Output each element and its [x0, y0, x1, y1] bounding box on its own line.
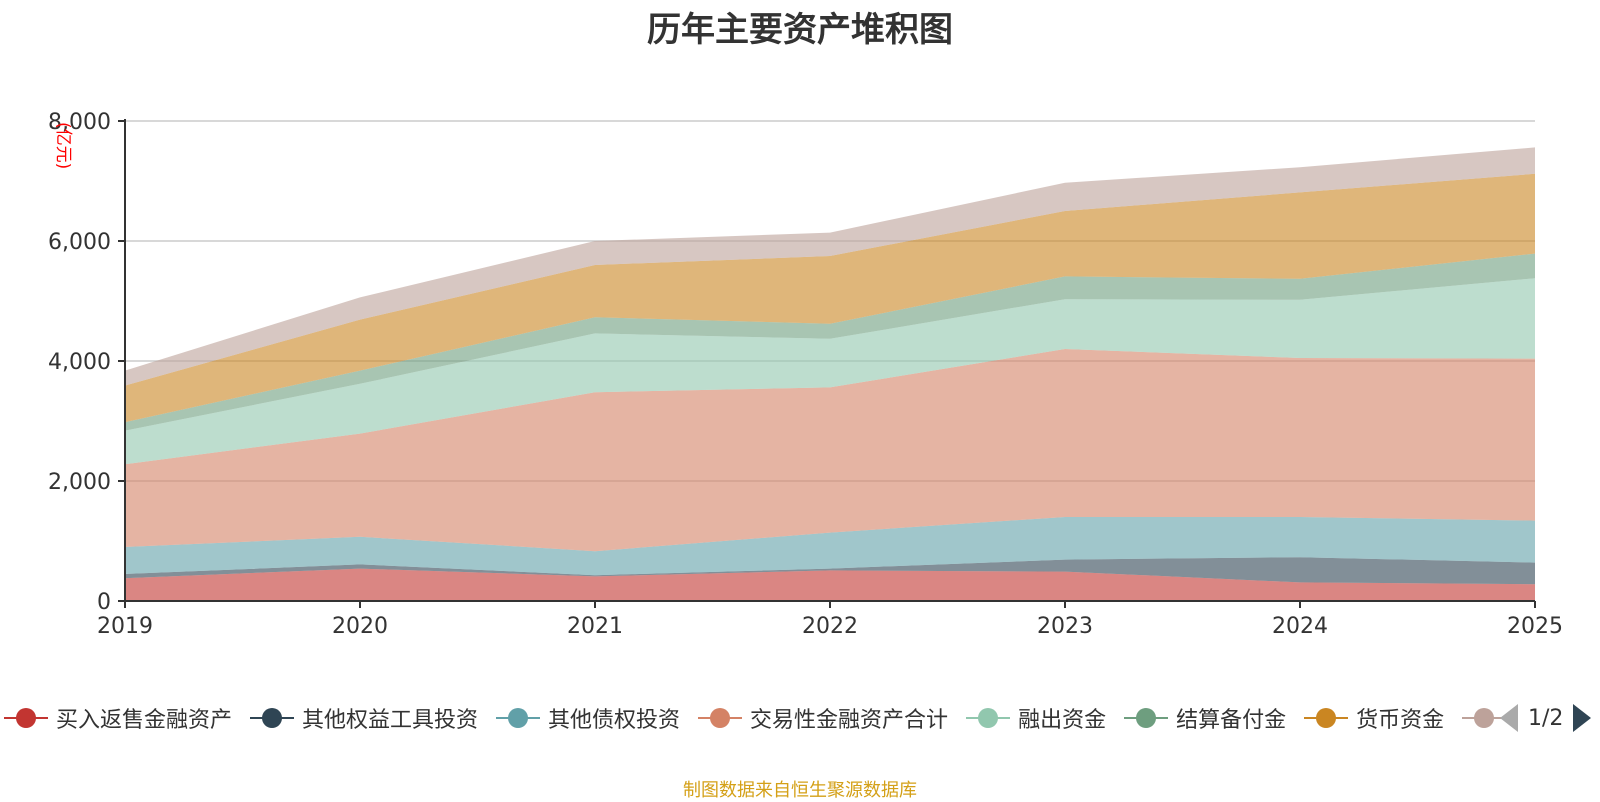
legend-next-page-icon[interactable] — [1573, 704, 1592, 732]
legend-label: 买入返售金融资产 — [56, 708, 233, 733]
legend-item[interactable] — [1462, 706, 1514, 730]
x-tick-label: 2021 — [567, 614, 623, 639]
x-tick-label: 2024 — [1272, 614, 1328, 639]
area-series-5[interactable] — [125, 253, 1535, 431]
legend-item[interactable]: 买入返售金融资产 — [4, 702, 232, 734]
legend-label: 融出资金 — [1018, 708, 1107, 733]
legend-label: 交易性金融资产合计 — [750, 708, 949, 733]
y-tick-label: 6,000 — [48, 230, 111, 255]
legend-item[interactable]: 其他债权投资 — [496, 702, 680, 734]
legend-marker-icon — [1304, 706, 1349, 730]
legend-marker-icon — [1462, 706, 1507, 730]
area-series-2[interactable] — [125, 517, 1535, 576]
stacked-area-chart: 0 2,000 4,000 6,000 8,000 2019 2020 2021 2022 202… — [48, 110, 1563, 639]
legend-marker-icon — [250, 706, 295, 730]
area-series-group — [125, 147, 1535, 601]
x-tick-label: 2025 — [1507, 614, 1563, 639]
y-tick-label: 8,000 — [48, 110, 111, 135]
legend-label: 其他债权投资 — [548, 708, 681, 733]
legend-marker-icon — [966, 706, 1011, 730]
legend-prev-page-icon[interactable] — [1500, 704, 1518, 732]
x-tick-label: 2023 — [1037, 614, 1093, 639]
area-series-1[interactable] — [125, 557, 1535, 585]
legend-label: 结算备付金 — [1176, 708, 1287, 733]
legend-item[interactable]: 融出资金 — [966, 702, 1106, 734]
legend-pager: 1/2 — [1500, 700, 1592, 736]
legend-marker-icon — [698, 706, 743, 730]
legend-item[interactable]: 交易性金融资产合计 — [698, 702, 948, 734]
area-series-7[interactable] — [125, 147, 1535, 386]
y-tick-label: 0 — [97, 590, 111, 615]
x-tick-label: 2020 — [332, 614, 388, 639]
x-tick-label: 2022 — [802, 614, 858, 639]
area-series-6[interactable] — [125, 173, 1535, 423]
legend-item[interactable]: 其他权益工具投资 — [250, 702, 478, 734]
legend-page-indicator: 1/2 — [1528, 705, 1564, 731]
axes: 0 2,000 4,000 6,000 8,000 2019 2020 2021 2022 202… — [48, 110, 1563, 639]
y-tick-label: 2,000 — [48, 470, 111, 495]
legend-marker-icon — [496, 706, 541, 730]
legend-item[interactable]: 货币资金 — [1304, 702, 1444, 734]
data-source-note: 制图数据来自恒生聚源数据库 — [683, 780, 917, 801]
y-tick-label: 4,000 — [48, 350, 111, 375]
legend: 买入返售金融资产 其他权益工具投资 其他债权投资 交易性金融资产合计 融出资金 结算备付金… — [0, 700, 1600, 736]
legend-marker-icon — [4, 706, 48, 730]
legend-item[interactable]: 结算备付金 — [1124, 702, 1286, 734]
legend-marker-icon — [1124, 706, 1169, 730]
legend-label: 其他权益工具投资 — [302, 708, 479, 733]
y-axis-unit-label: (亿元) — [53, 122, 73, 169]
chart-title: 历年主要资产堆积图 — [647, 10, 953, 50]
x-tick-label: 2019 — [97, 614, 153, 639]
area-series-3[interactable] — [125, 349, 1535, 552]
area-series-4[interactable] — [125, 278, 1535, 465]
area-series-0[interactable] — [125, 568, 1535, 601]
legend-label: 货币资金 — [1356, 708, 1445, 733]
